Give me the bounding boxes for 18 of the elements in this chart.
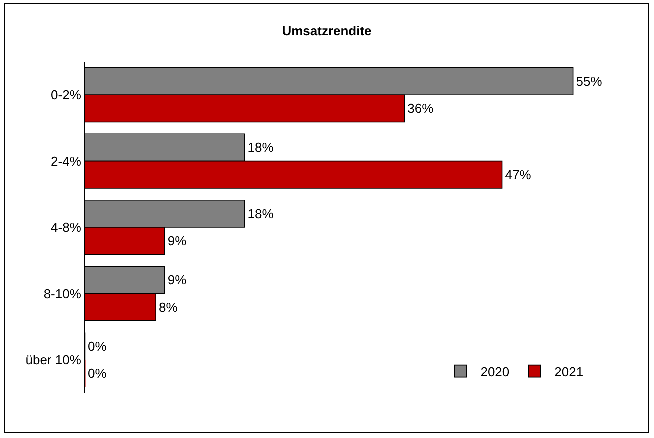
y-tick-label: 4-8% xyxy=(51,220,82,236)
data-label: 9% xyxy=(168,272,188,288)
data-label: 0% xyxy=(88,366,108,381)
data-label: 47% xyxy=(505,167,532,182)
data-label: 55% xyxy=(576,74,603,90)
data-label: 18% xyxy=(248,140,274,156)
legend-label: 2021 xyxy=(554,364,584,380)
y-tick-label: über 10% xyxy=(26,352,82,368)
data-label: 18% xyxy=(248,206,274,222)
y-tick-label: 8-10% xyxy=(44,286,82,302)
data-label: 9% xyxy=(168,234,188,249)
data-label: 8% xyxy=(159,300,178,315)
legend-label: 2020 xyxy=(480,364,510,380)
y-tick-label: 0-2% xyxy=(51,88,82,103)
data-label: 36% xyxy=(408,101,434,116)
y-tick-label: 2-4% xyxy=(51,154,82,169)
chart-title: Umsatzrendite xyxy=(282,23,372,38)
data-label: 0% xyxy=(88,338,108,354)
